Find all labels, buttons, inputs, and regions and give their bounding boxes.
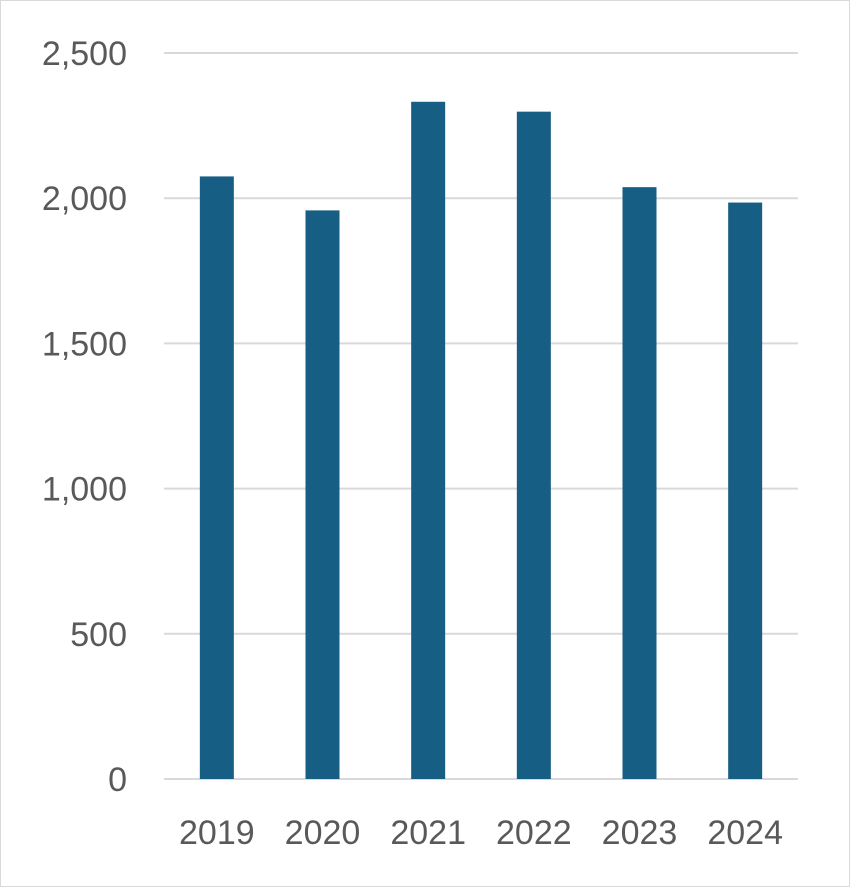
y-tick-label: 500 bbox=[70, 616, 127, 654]
bar-2024 bbox=[728, 202, 763, 779]
y-tick-label: 1,000 bbox=[42, 471, 127, 509]
bars bbox=[199, 101, 763, 780]
bar-2020 bbox=[305, 210, 340, 780]
x-tick-label: 2024 bbox=[707, 814, 783, 852]
bar-2022 bbox=[516, 111, 551, 780]
x-tick-label: 2021 bbox=[390, 814, 466, 852]
x-tick-label: 2019 bbox=[179, 814, 255, 852]
y-tick-label: 2,000 bbox=[42, 180, 127, 218]
y-axis-tick-labels: 0 500 1,000 1,500 2,000 2,500 bbox=[42, 35, 127, 799]
gridlines bbox=[164, 52, 798, 780]
bar-2023 bbox=[622, 187, 657, 779]
x-tick-label: 2023 bbox=[602, 814, 678, 852]
y-tick-label: 1,500 bbox=[42, 325, 127, 363]
y-tick-label: 0 bbox=[108, 761, 127, 799]
y-tick-label: 2,500 bbox=[42, 35, 127, 73]
x-tick-label: 2022 bbox=[496, 814, 572, 852]
x-axis-tick-labels: 2019 2020 2021 2022 2023 2024 bbox=[179, 814, 783, 852]
bar-2021 bbox=[411, 101, 446, 779]
x-tick-label: 2020 bbox=[285, 814, 361, 852]
bar-2019 bbox=[199, 176, 234, 780]
